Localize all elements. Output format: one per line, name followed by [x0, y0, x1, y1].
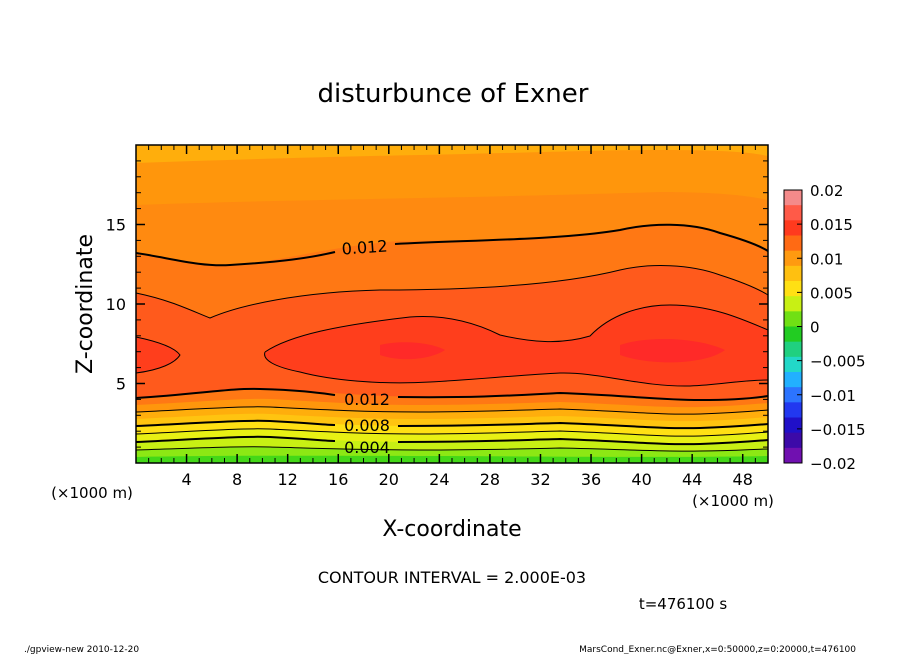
contour-line-0.002	[135, 446, 769, 452]
x-tick-label: 20	[379, 470, 399, 489]
contour-label: 0.012	[341, 236, 388, 258]
contour-label: 0.008	[344, 416, 390, 435]
colorbar-swatch	[784, 432, 802, 449]
time-label: t=476100 s	[639, 595, 727, 613]
colorbar-swatch	[784, 220, 802, 236]
contour-line-0.012-upper	[135, 223, 769, 267]
x-tick-label: 28	[480, 470, 500, 489]
colorbar-tick-label: 0.01	[810, 250, 843, 268]
contour-line-0.012-lower	[135, 387, 769, 402]
contour-line-0.016a	[135, 336, 181, 374]
x-tick-label: 32	[530, 470, 550, 489]
colorbar-tick-label: 0	[810, 319, 820, 337]
x-unit-left: (×1000 m)	[51, 484, 133, 502]
x-tick-label: 16	[328, 470, 348, 489]
colorbar-swatch	[784, 265, 802, 282]
contour-labels: 0.012 0.012 0.008 0.004	[341, 236, 390, 457]
colorbar-swatch	[784, 235, 802, 252]
footer-left: ./gpview-new 2010-12-20	[24, 645, 139, 654]
contour-lines	[135, 223, 769, 452]
colorbar-tick-label: −0.01	[810, 387, 856, 405]
footer-right: MarsCond_Exner.nc@Exner,x=0:50000,z=0:20…	[579, 645, 856, 654]
x-tick-label: 44	[682, 470, 702, 489]
y-tick-label: 5	[116, 375, 126, 394]
colorbar-swatch	[784, 190, 802, 206]
contour-interval: CONTOUR INTERVAL = 2.000E-03	[318, 568, 586, 587]
x-tick-label: 4	[181, 470, 191, 489]
colorbar-tick-label: 0.005	[810, 284, 853, 302]
contour-line-0.014	[135, 265, 769, 319]
contour-line-0.016b	[264, 304, 769, 387]
band-0.0165b	[620, 338, 725, 363]
x-tick-label: 12	[278, 470, 298, 489]
y-axis-title: Z-coordinate	[73, 234, 98, 374]
x-tick-label: 48	[733, 470, 753, 489]
colorbar: 0.02 0.015 0.01 0.005 0 −0.005 −0.01 −0.015 −0.0…	[783, 182, 866, 473]
colorbar-tick-label: −0.005	[810, 353, 866, 371]
colorbar-swatch	[784, 447, 802, 464]
x-tick-label: 24	[429, 470, 449, 489]
y-axis: 5 10 15	[106, 160, 768, 448]
x-axis: 4 8 12 16 20 24 28 32 36 40 44 48	[148, 145, 756, 489]
contour-line-0.006	[135, 428, 769, 437]
colorbar-swatch	[784, 296, 802, 312]
colorbar-swatch	[784, 341, 802, 358]
colorbar-swatch	[784, 281, 802, 297]
colorbar-swatch	[784, 402, 802, 418]
x-tick-label: 8	[232, 470, 242, 489]
colorbar-tick-label: 0.02	[810, 182, 843, 200]
x-tick-label: 36	[581, 470, 601, 489]
contour-line-0.010	[135, 406, 769, 415]
chart-title: disturbunce of Exner	[318, 79, 589, 109]
contour-fills	[136, 145, 768, 463]
band-0.0165	[380, 342, 445, 360]
contour-label: 0.004	[344, 438, 390, 457]
y-tick-label: 15	[106, 216, 126, 235]
colorbar-swatch	[784, 387, 802, 403]
colorbar-swatch	[784, 372, 802, 388]
contour-label: 0.012	[344, 390, 390, 409]
colorbar-tick-label: −0.015	[810, 421, 866, 439]
x-tick-label: 40	[631, 470, 651, 489]
contour-line-0.008	[135, 419, 769, 430]
colorbar-swatch	[784, 250, 802, 267]
colorbar-swatch	[784, 417, 802, 434]
contour-line-0.004	[135, 435, 769, 446]
y-tick-label: 10	[106, 295, 126, 314]
colorbar-swatch	[784, 311, 802, 327]
colorbar-tick-label: 0.015	[810, 216, 853, 234]
band-0.016b	[264, 305, 768, 387]
x-axis-title: X-coordinate	[382, 517, 521, 542]
x-unit-right: (×1000 m)	[692, 492, 774, 510]
colorbar-tick-label: −0.02	[810, 455, 856, 473]
colorbar-swatch	[784, 356, 802, 373]
colorbar-swatch	[784, 326, 802, 343]
colorbar-swatch	[784, 205, 802, 221]
